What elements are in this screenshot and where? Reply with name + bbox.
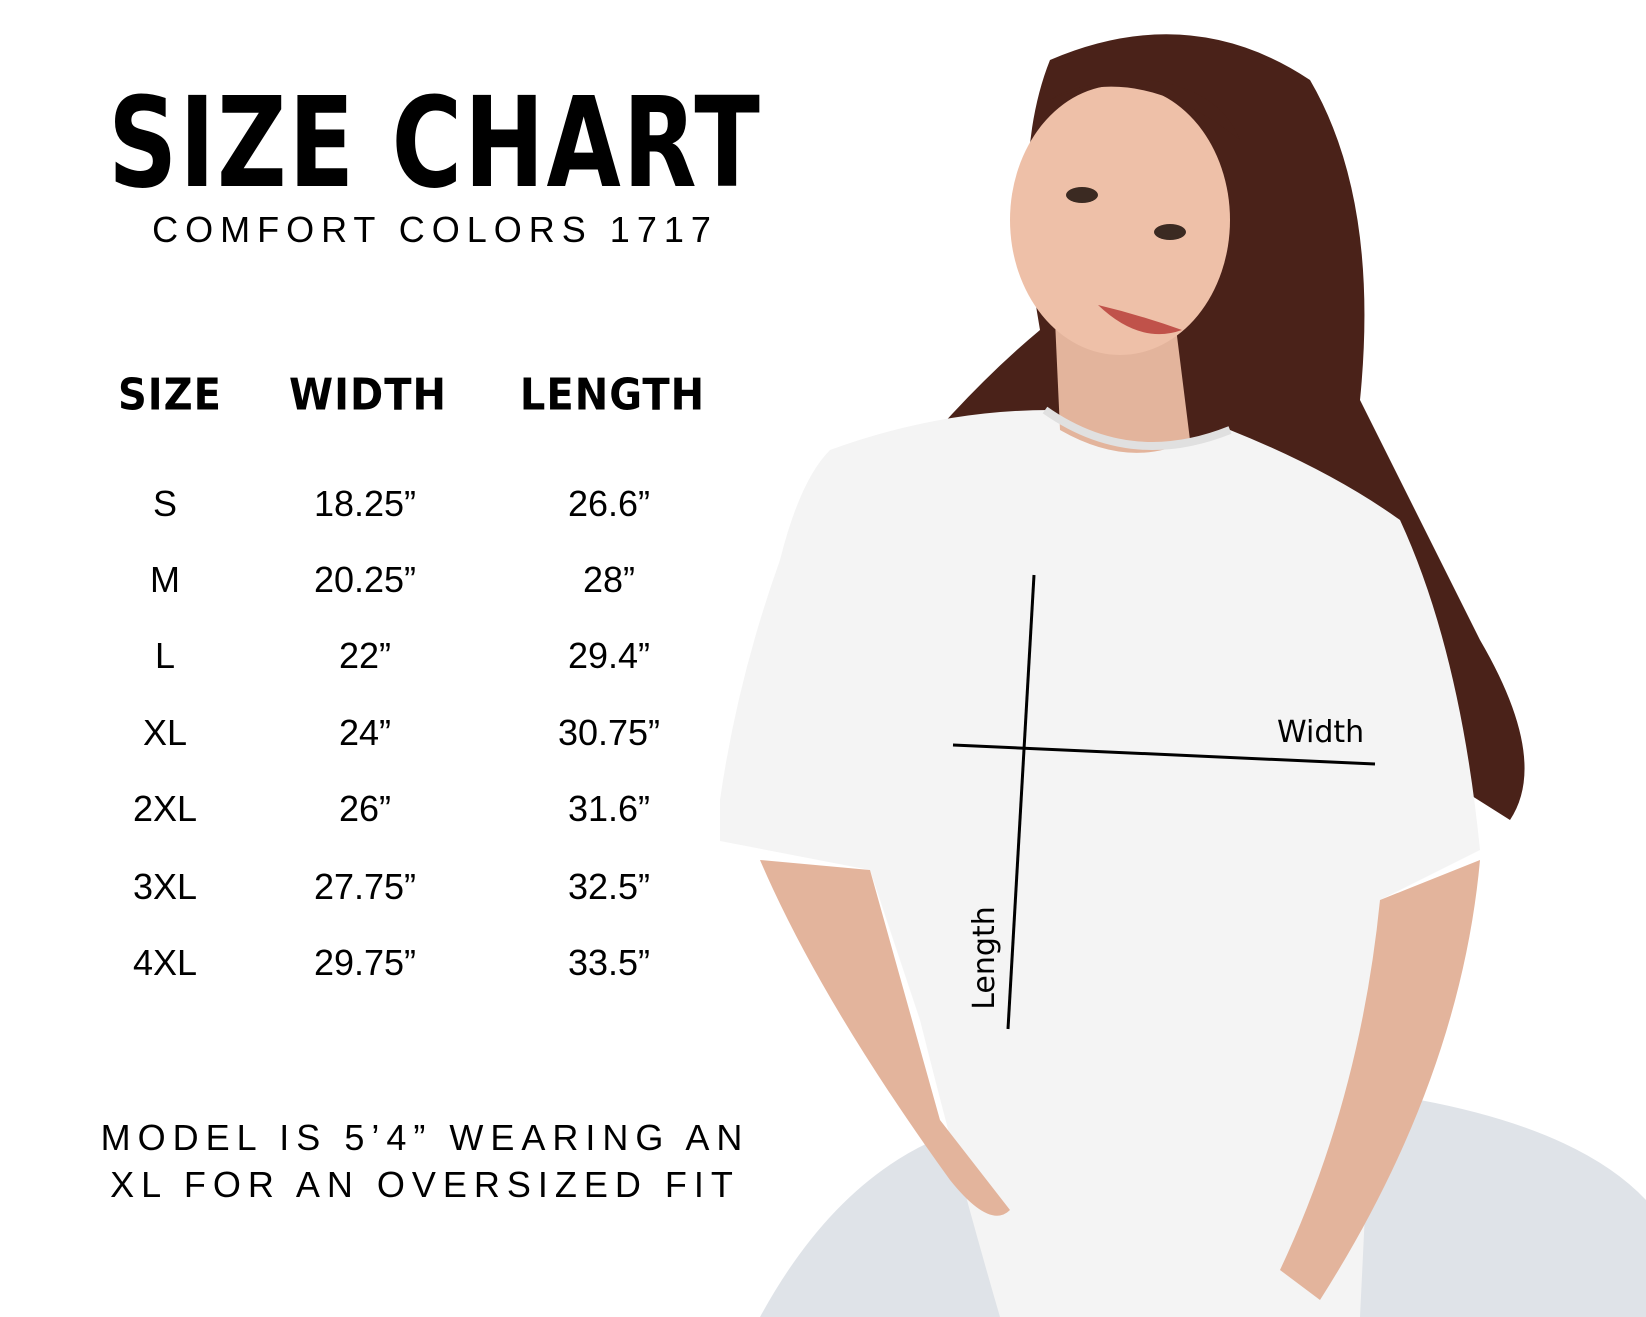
cell-length: 28” (582, 559, 636, 600)
right-arm (1280, 860, 1480, 1300)
cell-size: 2XL (132, 788, 198, 829)
cell-width: 27.75” (313, 866, 417, 907)
right-eye (1154, 224, 1186, 240)
cell-width: 22” (338, 635, 392, 676)
face (1010, 85, 1230, 355)
length-label: Length (967, 906, 1002, 1010)
hair-fringe (1050, 80, 1240, 140)
width-label: Width (1277, 715, 1364, 750)
cell-length: 30.75” (557, 712, 661, 753)
header-width: WIDTH (289, 369, 447, 421)
left-arm (760, 860, 1010, 1216)
model-photo: Width (720, 34, 1646, 1317)
cell-length: 32.5” (567, 866, 651, 907)
lips (1098, 305, 1182, 335)
header-length: LENGTH (519, 369, 706, 421)
cell-width: 26” (338, 788, 392, 829)
header-size: SIZE (117, 369, 223, 421)
model-note: MODEL IS 5’4” WEARING AN XL FOR AN OVERS… (40, 1114, 810, 1208)
cell-width: 18.25” (313, 483, 417, 524)
width-line (952, 743, 1376, 766)
cell-size: 4XL (132, 942, 198, 983)
subtitle: COMFORT COLORS 1717 (152, 209, 718, 250)
model-note-line-1: MODEL IS 5’4” WEARING AN (100, 1117, 750, 1158)
cell-size: S (152, 483, 177, 524)
cell-length: 33.5” (567, 942, 651, 983)
t-shirt (720, 410, 1480, 1317)
model-note-line-2: XL FOR AN OVERSIZED FIT (110, 1164, 740, 1205)
cell-length: 31.6” (567, 788, 651, 829)
cell-size: L (154, 635, 176, 676)
page-title: SIZE CHART (108, 70, 762, 216)
cell-length: 26.6” (567, 483, 651, 524)
cell-length: 29.4” (567, 635, 651, 676)
cell-size: M (150, 559, 180, 600)
cell-width: 24” (338, 712, 392, 753)
neck (1055, 320, 1190, 453)
cell-width: 20.25” (313, 559, 417, 600)
collar (1042, 406, 1232, 450)
cell-width: 29.75” (313, 942, 417, 983)
left-eye (1066, 187, 1098, 203)
length-line (1006, 574, 1036, 1030)
cell-size: XL (142, 712, 188, 753)
cell-size: 3XL (132, 866, 198, 907)
